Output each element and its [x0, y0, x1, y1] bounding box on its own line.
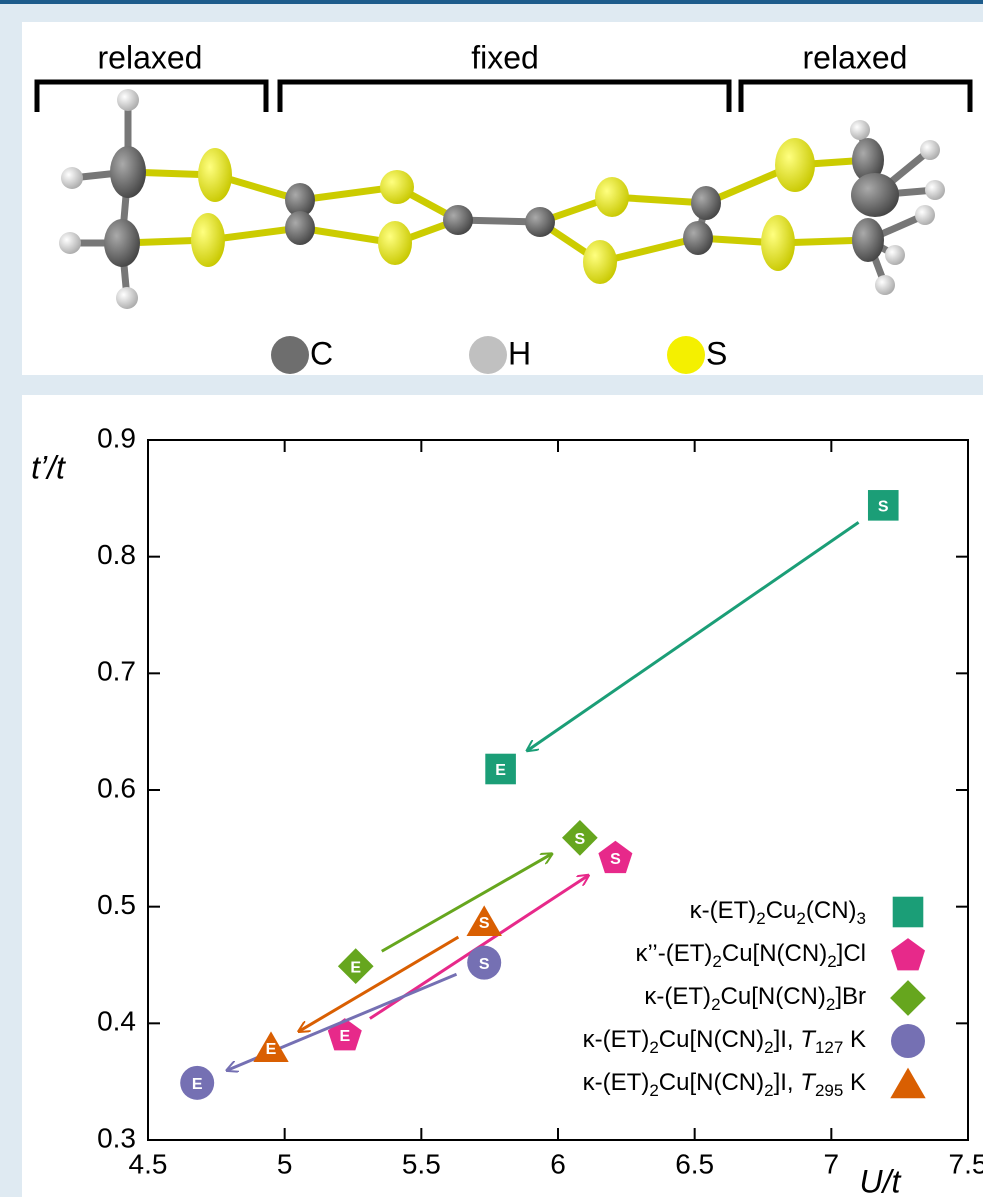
x-tick-label: 6.5 — [675, 1148, 714, 1179]
atom-key-label: S — [706, 335, 727, 371]
y-tick-label: 0.8 — [97, 539, 136, 570]
y-axis-label: t’/t — [31, 449, 66, 485]
point-label: S — [878, 499, 889, 516]
atom-key — [469, 336, 507, 374]
y-tick-label: 0.7 — [97, 656, 136, 687]
x-axis-label: U/t — [860, 1163, 902, 1197]
atom-key-label: C — [310, 335, 333, 371]
point-label: E — [339, 1028, 350, 1045]
plot-panel — [22, 395, 983, 1197]
y-tick-label: 0.3 — [97, 1122, 136, 1153]
legend-marker — [891, 1024, 925, 1058]
legend-label: κ-(ET)2Cu2(CN)3 — [690, 897, 866, 928]
x-tick-label: 6 — [550, 1148, 566, 1179]
y-tick-label: 0.9 — [97, 422, 136, 453]
atom-key-label: H — [508, 335, 531, 371]
point-label: E — [350, 959, 361, 976]
point-label: E — [192, 1076, 203, 1093]
point-label: E — [495, 762, 506, 779]
point-label: E — [266, 1041, 277, 1058]
x-tick-label: 7 — [824, 1148, 840, 1179]
x-tick-label: 5 — [277, 1148, 293, 1179]
x-tick-label: 5.5 — [402, 1148, 441, 1179]
atom-key — [271, 336, 309, 374]
bracket-label: relaxed — [803, 39, 908, 75]
y-tick-label: 0.4 — [97, 1006, 136, 1037]
atom-key — [667, 336, 705, 374]
point-label: S — [479, 915, 490, 932]
point-label: S — [575, 831, 586, 848]
bracket-label: relaxed — [98, 39, 203, 75]
bracket-label: fixed — [471, 39, 539, 75]
y-tick-label: 0.6 — [97, 772, 136, 803]
point-label: S — [610, 851, 621, 868]
point-label: S — [479, 956, 490, 973]
legend-marker — [893, 897, 924, 928]
figure: relaxed fixed relaxed C H S t’/t U/t 4.5… — [0, 0, 983, 1197]
y-tick-label: 0.5 — [97, 889, 136, 920]
top-bar — [0, 0, 983, 4]
x-tick-label: 7.5 — [949, 1148, 983, 1179]
page: relaxed fixed relaxed C H S t’/t U/t 4.5… — [0, 0, 983, 1197]
